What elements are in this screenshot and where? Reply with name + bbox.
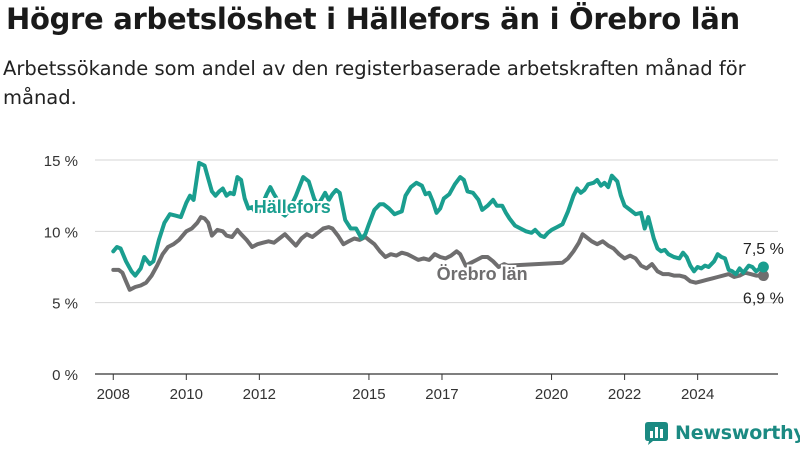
x-tick-label: 2024 (681, 386, 714, 403)
x-tick-label: 2017 (425, 386, 458, 403)
end-point-orebro (757, 270, 769, 282)
end-point-hallefors (757, 261, 769, 273)
series-label-hallefors: Hällefors (254, 197, 331, 217)
end-value-label-orebro: 6,9 % (743, 291, 784, 308)
y-tick-label: 10 % (44, 224, 78, 241)
series-line-orebro (111, 215, 766, 292)
y-tick-label: 15 % (44, 153, 78, 170)
x-tick-label: 2022 (608, 386, 641, 403)
y-tick-label: 0 % (52, 367, 78, 384)
x-tick-label: 2010 (170, 386, 203, 403)
brand-name: Newsworthy (675, 422, 800, 444)
series-line-hallefors (111, 160, 766, 278)
y-tick-label: 5 % (52, 296, 78, 313)
chart-title: Högre arbetslöshet i Hällefors än i Öreb… (6, 2, 740, 36)
x-tick-label: 2012 (243, 386, 276, 403)
end-value-label-hallefors: 7,5 % (743, 241, 784, 258)
chart-subtitle: Arbetssökande som andel av den registerb… (3, 57, 746, 109)
x-tick-label: 2015 (352, 386, 385, 403)
x-tick-label: 2020 (535, 386, 568, 403)
newsworthy-logo-icon (645, 421, 668, 445)
x-tick-label: 2008 (97, 386, 130, 403)
series-label-orebro: Örebro län (437, 264, 528, 284)
brand-logo: Newsworthy (645, 420, 800, 446)
